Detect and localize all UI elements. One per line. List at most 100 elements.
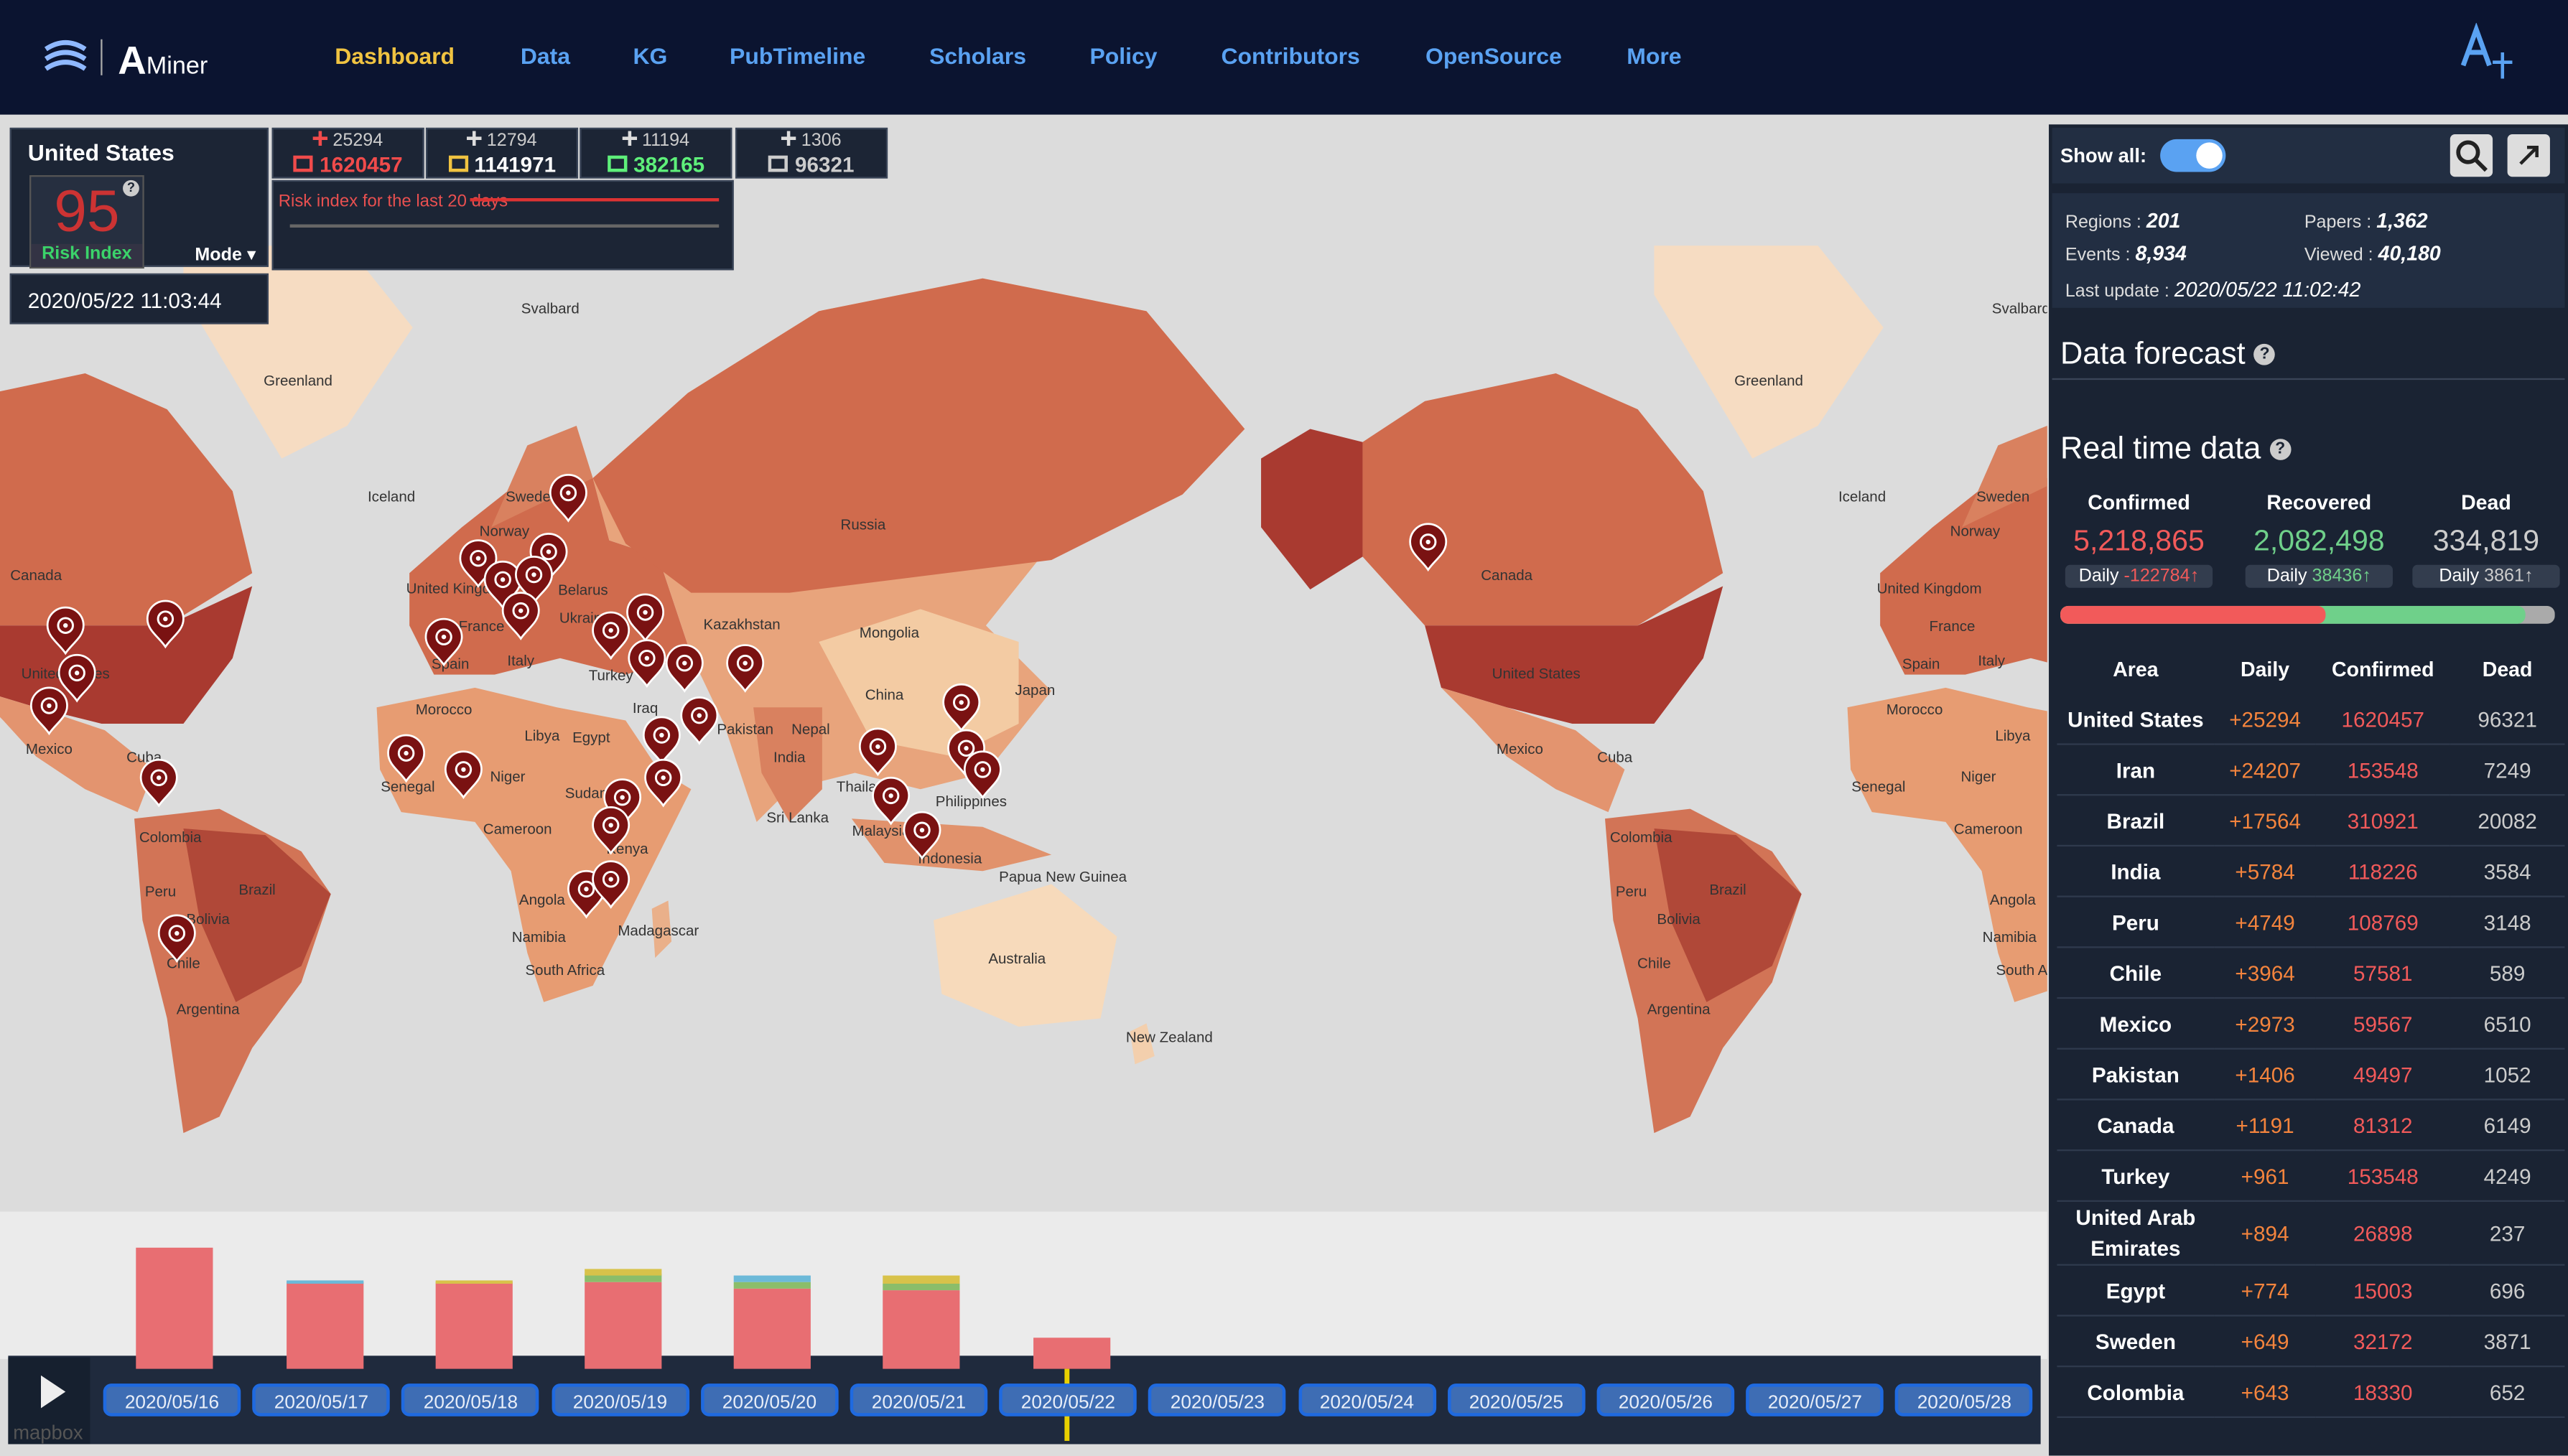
map-pin[interactable]: [146, 599, 185, 649]
date-pill[interactable]: 2020/05/18: [401, 1383, 540, 1417]
table-row[interactable]: Egypt +774 15003 696: [2057, 1264, 2565, 1317]
date-pill[interactable]: 2020/05/28: [1895, 1383, 2034, 1417]
table-cell: Canada: [2057, 1099, 2215, 1152]
map-pin[interactable]: [29, 686, 68, 736]
map-pin[interactable]: [942, 683, 981, 732]
pin-body: [515, 556, 553, 605]
date-pill[interactable]: 2020/05/20: [700, 1383, 839, 1417]
table-row[interactable]: Colombia +643 18330 652: [2057, 1366, 2565, 1419]
table-cell: +774: [2214, 1264, 2316, 1317]
nav-link[interactable]: Dashboard: [335, 42, 455, 69]
mode-button[interactable]: Mode ▾: [195, 246, 256, 266]
pin-icon: [882, 787, 900, 805]
map-pin[interactable]: [387, 734, 426, 783]
table-row[interactable]: Peru +4749 108769 3148: [2057, 896, 2565, 948]
pin-icon-dot: [546, 549, 552, 554]
date-pill[interactable]: 2020/05/22: [999, 1383, 1138, 1417]
share-button[interactable]: [2507, 134, 2550, 177]
total-value: 334,819: [2432, 523, 2540, 557]
map-pin[interactable]: [903, 811, 941, 860]
nav-link[interactable]: Policy: [1089, 42, 1158, 69]
map-pin[interactable]: [872, 777, 911, 826]
date-pill[interactable]: 2020/05/23: [1148, 1383, 1287, 1417]
pin-body: [1409, 523, 1448, 572]
map-pin[interactable]: [680, 696, 719, 745]
nav-link[interactable]: OpenSource: [1425, 42, 1562, 69]
logo[interactable]: AMiner: [118, 39, 208, 84]
pin-icon: [638, 650, 656, 667]
date-pill[interactable]: 2020/05/21: [850, 1383, 988, 1417]
summary-item: Events : 8,934: [2065, 243, 2187, 266]
map-pin[interactable]: [665, 644, 704, 693]
table-row[interactable]: Iran +24207 153548 7249: [2057, 744, 2565, 796]
pin-body: [157, 914, 196, 963]
table-row[interactable]: United States +25294 1620457 96321: [2057, 694, 2565, 745]
table-cell: +1406: [2214, 1048, 2316, 1101]
map-pin[interactable]: [626, 593, 665, 643]
table-row[interactable]: Pakistan +1406 49497 1052: [2057, 1048, 2565, 1101]
table-row[interactable]: Brazil +17564 310921 20082: [2057, 795, 2565, 847]
date-pill[interactable]: 2020/05/17: [252, 1383, 391, 1417]
table-row[interactable]: Mexico +2973 59567 6510: [2057, 998, 2565, 1050]
table-cell: Peru: [2057, 896, 2215, 948]
date-pill[interactable]: 2020/05/27: [1746, 1383, 1884, 1417]
nav-link[interactable]: PubTimeline: [730, 42, 866, 69]
table-row[interactable]: Turkey +961 153548 4249: [2057, 1150, 2565, 1202]
map-pin[interactable]: [858, 727, 897, 777]
nav-link[interactable]: More: [1627, 42, 1682, 69]
map-pin[interactable]: [628, 639, 666, 689]
table-row[interactable]: India +5784 118226 3584: [2057, 845, 2565, 897]
pin-icon-dot: [697, 713, 702, 718]
help-icon[interactable]: ?: [2253, 345, 2276, 366]
stat-total-row: 382165: [582, 152, 731, 177]
table-row[interactable]: Chile +3964 57581 589: [2057, 947, 2565, 999]
date-pill[interactable]: 2020/05/24: [1298, 1383, 1436, 1417]
map-pin[interactable]: [963, 750, 1002, 800]
map-pin[interactable]: [1409, 523, 1448, 572]
nav-link[interactable]: Contributors: [1221, 42, 1360, 69]
table-header: Daily: [2240, 658, 2290, 681]
map-pin[interactable]: [501, 592, 540, 640]
translate-icon[interactable]: [2457, 22, 2516, 82]
date-pill[interactable]: 2020/05/16: [103, 1383, 241, 1417]
nav-link[interactable]: Data: [520, 42, 571, 69]
nav-link[interactable]: KG: [633, 42, 668, 69]
date-pill[interactable]: 2020/05/26: [1596, 1383, 1735, 1417]
date-pill[interactable]: 2020/05/25: [1447, 1383, 1586, 1417]
table-row[interactable]: Sweden +649 32172 3871: [2057, 1315, 2565, 1368]
table-row[interactable]: United Arab Emirates +894 26898 237: [2057, 1200, 2565, 1266]
map-label: Norway: [480, 523, 530, 540]
date-pill[interactable]: 2020/05/19: [551, 1383, 689, 1417]
stat-box: 1306 96321: [735, 127, 888, 179]
map-pin[interactable]: [57, 653, 96, 703]
pin-icon: [150, 769, 167, 787]
map-pin[interactable]: [424, 617, 463, 667]
map-pin[interactable]: [642, 716, 681, 765]
map-pin[interactable]: [549, 474, 587, 523]
pin-icon: [494, 571, 511, 589]
nav-link[interactable]: Scholars: [929, 42, 1026, 69]
table-cell: 310921: [2315, 795, 2450, 847]
table-cell: India: [2057, 845, 2215, 897]
plus-icon: [781, 131, 796, 146]
map-pin[interactable]: [139, 758, 178, 808]
map-pin[interactable]: [592, 860, 631, 909]
map-pin[interactable]: [46, 606, 85, 655]
map-pin[interactable]: [726, 644, 765, 693]
table-cell: Turkey: [2057, 1150, 2215, 1202]
map-pin[interactable]: [157, 914, 196, 963]
table-cell: 1052: [2450, 1048, 2565, 1101]
total-label: Confirmed: [2088, 491, 2190, 515]
help-icon[interactable]: ?: [2269, 439, 2292, 461]
map-pin[interactable]: [444, 750, 483, 800]
show-all-toggle[interactable]: [2160, 139, 2226, 172]
map-pin[interactable]: [644, 758, 683, 808]
help-icon[interactable]: ?: [123, 179, 139, 197]
map-pin[interactable]: [592, 611, 631, 661]
table-row[interactable]: Canada +1191 81312 6149: [2057, 1099, 2565, 1152]
search-button[interactable]: [2450, 134, 2493, 177]
map-pin[interactable]: [515, 556, 553, 605]
pin-body: [57, 653, 96, 703]
map-pin[interactable]: [592, 806, 631, 855]
map-label: Spain: [1902, 655, 1940, 672]
